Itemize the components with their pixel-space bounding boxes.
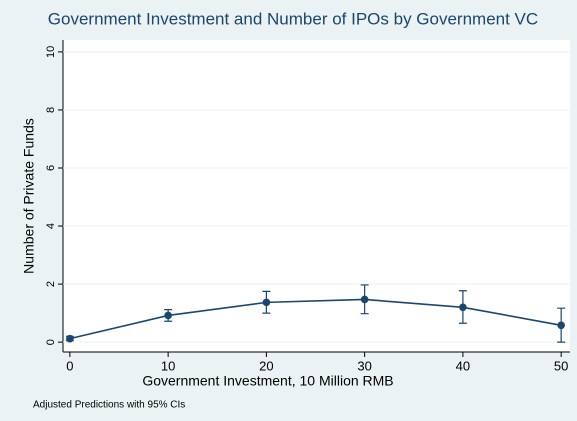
x-tick-label: 40 (456, 358, 470, 373)
x-tick-label: 0 (66, 358, 73, 373)
note: Adjusted Predictions with 95% CIs (33, 400, 185, 411)
y-tick-label: 10 (45, 46, 57, 58)
y-tick-label: 8 (45, 107, 57, 113)
y-tick-label: 4 (45, 223, 57, 229)
x-tick-label: 10 (161, 358, 175, 373)
point (262, 298, 271, 307)
y-tick-label: 2 (45, 281, 57, 287)
chart-title: Government Investment and Number of IPOs… (48, 9, 538, 28)
y-tick-label: 0 (45, 339, 57, 345)
point (557, 321, 565, 330)
plot-area (63, 40, 570, 352)
x-axis-title: Government Investment, 10 Million RMB (142, 373, 393, 389)
x-tick-label: 20 (259, 358, 273, 373)
y-tick-label: 6 (45, 165, 57, 171)
x-tick-label: 30 (357, 358, 371, 373)
x-tick-label: 50 (554, 358, 568, 373)
point (66, 334, 74, 343)
line (69, 298, 562, 340)
point (459, 303, 467, 312)
point (360, 295, 369, 304)
point (164, 311, 172, 320)
y-axis-title: Number of Private Funds (21, 118, 37, 274)
